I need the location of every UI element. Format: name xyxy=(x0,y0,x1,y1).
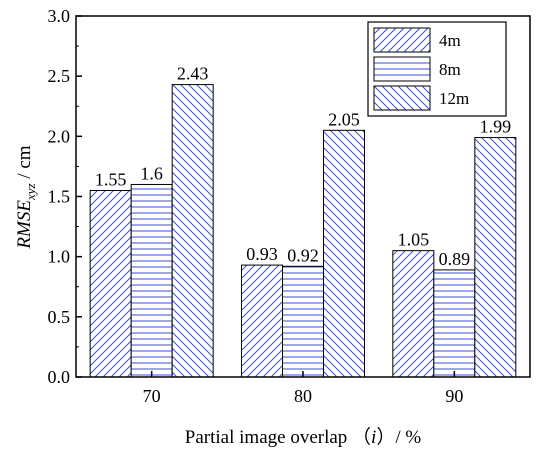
data-label: 0.92 xyxy=(287,245,319,265)
bars-group xyxy=(89,84,517,378)
x-tick-label: 80 xyxy=(294,386,312,406)
bar-8m-70 xyxy=(130,183,173,378)
data-label: 2.05 xyxy=(328,109,360,129)
data-label: 1.55 xyxy=(95,169,127,189)
y-tick-label: 0.0 xyxy=(48,367,71,387)
y-tick-label: 0.5 xyxy=(48,307,71,327)
x-axis-title: Partial image overlap （i）/ % xyxy=(185,426,422,448)
bar-12m-80 xyxy=(323,129,365,378)
x-tick-label: 70 xyxy=(143,386,161,406)
legend-swatch xyxy=(373,56,431,82)
bar-12m-70 xyxy=(171,84,214,378)
data-label: 1.6 xyxy=(140,163,163,183)
legend-label: 4m xyxy=(439,31,461,50)
legend-swatch xyxy=(373,85,431,111)
data-label: 1.99 xyxy=(480,117,512,137)
bar-8m-80 xyxy=(282,265,324,378)
data-label: 0.89 xyxy=(439,249,471,269)
data-labels-group: 1.55 1.6 2.43 0.93 0.92 2.05 1.05 0.89 1.99 xyxy=(95,64,511,269)
data-label: 2.43 xyxy=(177,64,209,84)
data-label: 1.05 xyxy=(398,230,430,250)
legend-label: 12m xyxy=(439,89,469,108)
y-tick-label: 1.0 xyxy=(48,247,71,267)
y-axis-title: RMSExyz / cm xyxy=(14,145,38,249)
legend-label: 8m xyxy=(439,60,461,79)
y-tick-label: 3.0 xyxy=(48,6,71,26)
legend: 4m 8m 12m xyxy=(367,21,507,117)
bar-4m-90 xyxy=(392,250,435,378)
bar-4m-80 xyxy=(241,264,283,378)
y-axis-ticks: 0.0 0.5 1.0 1.5 2.0 2.5 3.0 xyxy=(48,6,82,387)
bar-4m-70 xyxy=(89,189,132,378)
x-axis-ticks: 70 80 90 xyxy=(143,371,463,406)
y-tick-label: 1.5 xyxy=(48,187,71,207)
bar-12m-90 xyxy=(474,137,517,378)
bar-8m-90 xyxy=(433,269,476,378)
y-tick-label: 2.0 xyxy=(48,126,71,146)
data-label: 0.93 xyxy=(246,244,278,264)
legend-swatch xyxy=(373,27,431,53)
x-tick-label: 90 xyxy=(445,386,463,406)
y-tick-label: 2.5 xyxy=(48,66,71,86)
